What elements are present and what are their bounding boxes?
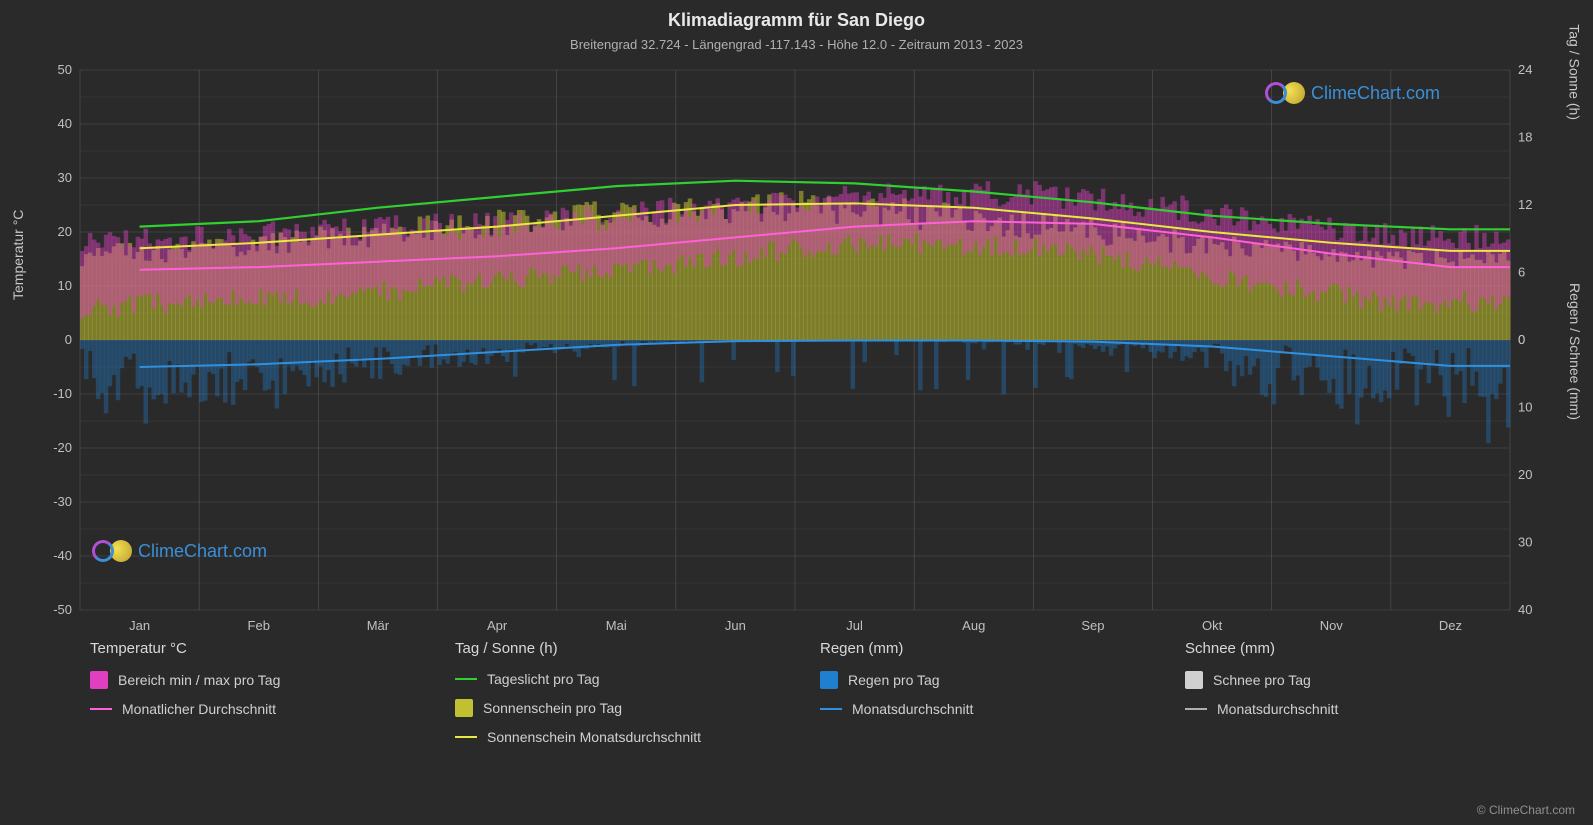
legend-swatch (1185, 671, 1203, 689)
svg-text:30: 30 (58, 170, 72, 185)
svg-text:-10: -10 (53, 386, 72, 401)
legend-item: Schnee pro Tag (1185, 671, 1510, 689)
legend-label: Schnee pro Tag (1213, 672, 1311, 688)
chart-subtitle: Breitengrad 32.724 - Längengrad -117.143… (0, 31, 1593, 52)
legend-label: Monatsdurchschnitt (852, 701, 973, 717)
legend-label: Regen pro Tag (848, 672, 940, 688)
legend-header: Tag / Sonne (h) (455, 640, 780, 657)
watermark-logo: ClimeChart.com (1265, 82, 1440, 104)
legend-item: Tageslicht pro Tag (455, 671, 780, 687)
legend-label: Sonnenschein pro Tag (483, 700, 622, 716)
y-axis-right-bottom-label: Regen / Schnee (mm) (1567, 283, 1583, 420)
watermark-text: ClimeChart.com (138, 541, 267, 562)
svg-text:Mai: Mai (606, 618, 627, 633)
logo-ring-icon (92, 540, 114, 562)
svg-text:Apr: Apr (487, 618, 508, 633)
legend-label: Monatlicher Durchschnitt (122, 701, 276, 717)
legend-column: Tag / Sonne (h) Tageslicht pro Tag Sonnens… (455, 640, 780, 757)
svg-text:0: 0 (65, 332, 72, 347)
chart-legend: Temperatur °C Bereich min / max pro Tag Mo… (90, 640, 1510, 757)
legend-label: Tageslicht pro Tag (487, 671, 600, 687)
watermark-logo: ClimeChart.com (92, 540, 267, 562)
watermark-text: ClimeChart.com (1311, 83, 1440, 104)
y-axis-right-top-label: Tag / Sonne (h) (1567, 24, 1583, 120)
legend-swatch (90, 708, 112, 710)
chart-title: Klimadiagramm für San Diego (0, 0, 1593, 31)
legend-item: Bereich min / max pro Tag (90, 671, 415, 689)
legend-column: Schnee (mm) Schnee pro Tag Monatsdurchschn… (1185, 640, 1510, 757)
svg-text:10: 10 (58, 278, 72, 293)
svg-text:30: 30 (1518, 535, 1532, 550)
svg-text:-20: -20 (53, 440, 72, 455)
legend-header: Temperatur °C (90, 640, 415, 657)
legend-column: Temperatur °C Bereich min / max pro Tag Mo… (90, 640, 415, 757)
legend-item: Sonnenschein pro Tag (455, 699, 780, 717)
svg-text:Dez: Dez (1439, 618, 1462, 633)
chart-plot-area: -50-40-30-20-100102030405006121824010203… (80, 70, 1510, 610)
legend-swatch (455, 678, 477, 680)
legend-swatch (455, 736, 477, 738)
legend-item: Monatlicher Durchschnitt (90, 701, 415, 717)
svg-text:20: 20 (58, 224, 72, 239)
svg-text:10: 10 (1518, 400, 1532, 415)
svg-text:18: 18 (1518, 130, 1532, 145)
svg-text:6: 6 (1518, 265, 1525, 280)
legend-column: Regen (mm) Regen pro Tag Monatsdurchschnit… (820, 640, 1145, 757)
svg-text:40: 40 (1518, 602, 1532, 617)
svg-text:Feb: Feb (248, 618, 270, 633)
legend-label: Bereich min / max pro Tag (118, 672, 280, 688)
svg-text:0: 0 (1518, 332, 1525, 347)
svg-text:Jul: Jul (846, 618, 863, 633)
svg-text:-40: -40 (53, 548, 72, 563)
y-axis-left-label: Temperatur °C (10, 210, 26, 300)
legend-swatch (820, 708, 842, 710)
svg-text:24: 24 (1518, 62, 1532, 77)
legend-item: Monatsdurchschnitt (1185, 701, 1510, 717)
svg-text:Jan: Jan (129, 618, 150, 633)
logo-ring-icon (1265, 82, 1287, 104)
legend-header: Schnee (mm) (1185, 640, 1510, 657)
svg-text:20: 20 (1518, 467, 1532, 482)
svg-text:Sep: Sep (1081, 618, 1104, 633)
svg-text:Jun: Jun (725, 618, 746, 633)
legend-item: Sonnenschein Monatsdurchschnitt (455, 729, 780, 745)
svg-text:Mär: Mär (367, 618, 390, 633)
legend-item: Monatsdurchschnitt (820, 701, 1145, 717)
svg-text:40: 40 (58, 116, 72, 131)
legend-item: Regen pro Tag (820, 671, 1145, 689)
svg-text:Okt: Okt (1202, 618, 1223, 633)
svg-text:12: 12 (1518, 197, 1532, 212)
svg-text:-50: -50 (53, 602, 72, 617)
svg-text:50: 50 (58, 62, 72, 77)
legend-swatch (820, 671, 838, 689)
legend-swatch (90, 671, 108, 689)
legend-swatch (1185, 708, 1207, 710)
copyright-text: © ClimeChart.com (1477, 803, 1575, 817)
legend-label: Monatsdurchschnitt (1217, 701, 1338, 717)
legend-header: Regen (mm) (820, 640, 1145, 657)
svg-text:-30: -30 (53, 494, 72, 509)
svg-text:Aug: Aug (962, 618, 985, 633)
legend-label: Sonnenschein Monatsdurchschnitt (487, 729, 701, 745)
svg-text:Nov: Nov (1320, 618, 1344, 633)
legend-swatch (455, 699, 473, 717)
